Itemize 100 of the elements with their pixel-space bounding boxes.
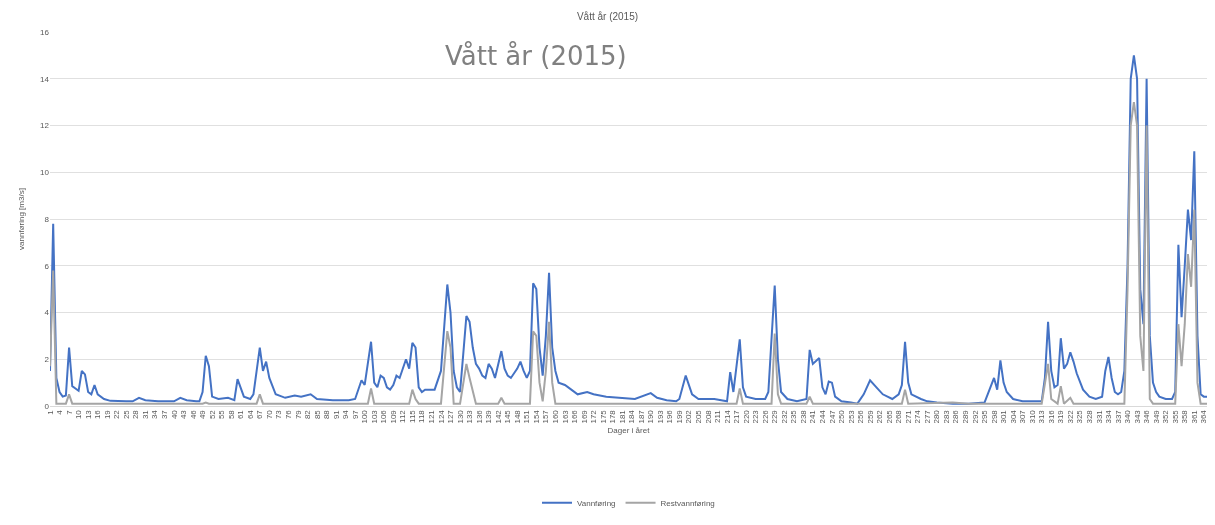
x-tick-label: 97 bbox=[350, 409, 360, 420]
x-tick-label: 187 bbox=[636, 409, 646, 424]
x-tick-label: 337 bbox=[1113, 409, 1123, 424]
x-tick-label: 118 bbox=[417, 409, 427, 423]
x-tick-label: 280 bbox=[932, 409, 942, 424]
x-tick-label: 61 bbox=[236, 409, 246, 420]
x-tick-label: 265 bbox=[884, 409, 894, 424]
x-tick-label: 217 bbox=[732, 409, 742, 424]
x-tick-label: 301 bbox=[999, 409, 1009, 424]
x-tick-label: 46 bbox=[188, 409, 198, 420]
y-tick-label: 0 bbox=[44, 401, 50, 411]
x-tick-label: 310 bbox=[1027, 409, 1037, 424]
x-tick-label: 100 bbox=[360, 409, 370, 424]
x-tick-label: 139 bbox=[484, 409, 494, 424]
legend-label: Restvannføring bbox=[660, 498, 715, 508]
x-tick-label: 25 bbox=[121, 409, 131, 420]
x-tick-label: 307 bbox=[1018, 409, 1028, 424]
x-tick-label: 88 bbox=[322, 409, 332, 420]
x-tick-label: 178 bbox=[608, 409, 618, 424]
x-tick-label: 316 bbox=[1046, 409, 1056, 424]
x-tick-label: 76 bbox=[283, 409, 293, 420]
y-tick-label: 12 bbox=[40, 121, 50, 131]
x-tick-label: 58 bbox=[226, 409, 236, 420]
x-tick-label: 52 bbox=[207, 409, 217, 420]
x-tick-label: 256 bbox=[856, 409, 866, 424]
x-tick-label: 244 bbox=[817, 409, 827, 424]
x-tick-label: 7 bbox=[64, 409, 74, 415]
x-tick-label: 37 bbox=[160, 409, 170, 420]
x-tick-label: 145 bbox=[503, 409, 513, 424]
x-tick-label: 238 bbox=[798, 409, 808, 424]
x-tick-label: 292 bbox=[970, 409, 980, 424]
x-tick-label: 220 bbox=[741, 409, 751, 424]
x-tick-label: 331 bbox=[1094, 409, 1104, 424]
x-tick-label: 340 bbox=[1123, 409, 1133, 424]
y-tick-label: 14 bbox=[40, 74, 50, 84]
x-tick-label: 250 bbox=[837, 409, 847, 424]
x-tick-label: 43 bbox=[179, 409, 189, 420]
x-tick-label: 175 bbox=[598, 409, 608, 424]
x-tick-label: 49 bbox=[198, 409, 208, 420]
x-tick-label: 319 bbox=[1056, 409, 1066, 424]
x-tick-label: 67 bbox=[255, 409, 265, 420]
legend-label: Vannføring bbox=[577, 498, 616, 508]
y-tick-label: 10 bbox=[40, 168, 50, 178]
chart-title: Vått år (2015) bbox=[576, 11, 639, 23]
x-tick-label: 31 bbox=[140, 409, 150, 420]
x-tick-label: 241 bbox=[808, 409, 818, 424]
x-tick-label: 328 bbox=[1084, 409, 1094, 424]
x-tick-label: 334 bbox=[1104, 409, 1114, 424]
x-tick-label: 148 bbox=[512, 409, 522, 424]
x-tick-label: 226 bbox=[760, 409, 770, 424]
x-tick-label: 82 bbox=[303, 409, 313, 420]
x-tick-label: 40 bbox=[169, 409, 179, 420]
x-tick-label: 205 bbox=[694, 409, 704, 424]
x-tick-label: 286 bbox=[951, 409, 961, 424]
x-tick-label: 274 bbox=[913, 409, 923, 424]
x-tick-label: 304 bbox=[1008, 409, 1018, 424]
x-tick-label: 163 bbox=[560, 409, 570, 424]
x-tick-label: 121 bbox=[427, 409, 437, 424]
x-tick-label: 112 bbox=[398, 409, 408, 423]
x-tick-label: 109 bbox=[388, 409, 398, 424]
x-tick-label: 235 bbox=[789, 409, 799, 424]
annotation: Vått år (2015) bbox=[445, 41, 627, 71]
x-tick-label: 133 bbox=[465, 409, 475, 424]
x-tick-label: 271 bbox=[903, 409, 913, 424]
x-tick-label: 13 bbox=[83, 409, 93, 420]
x-tick-label: 232 bbox=[779, 409, 789, 424]
x-tick-label: 352 bbox=[1161, 409, 1171, 424]
x-tick-label: 115 bbox=[407, 409, 417, 423]
x-tick-label: 130 bbox=[455, 409, 465, 424]
x-tick-label: 283 bbox=[941, 409, 951, 424]
x-tick-label: 247 bbox=[827, 409, 837, 424]
x-tick-label: 136 bbox=[474, 409, 484, 424]
x-tick-label: 346 bbox=[1142, 409, 1152, 424]
x-tick-label: 364 bbox=[1199, 409, 1209, 424]
x-tick-label: 127 bbox=[446, 409, 456, 424]
x-axis-title: Dager i året bbox=[607, 425, 651, 435]
x-tick-label: 208 bbox=[703, 409, 713, 424]
x-tick-label: 22 bbox=[112, 409, 122, 420]
x-tick-label: 64 bbox=[245, 409, 255, 420]
x-tick-label: 4 bbox=[55, 409, 65, 415]
x-tick-label: 16 bbox=[93, 409, 103, 420]
x-tick-label: 103 bbox=[369, 409, 379, 424]
x-tick-label: 253 bbox=[846, 409, 856, 424]
x-tick-label: 214 bbox=[722, 409, 732, 424]
x-tick-label: 94 bbox=[341, 409, 351, 420]
x-tick-label: 160 bbox=[550, 409, 560, 424]
x-tick-label: 1 bbox=[45, 409, 55, 415]
x-tick-label: 349 bbox=[1151, 409, 1161, 424]
x-tick-label: 199 bbox=[674, 409, 684, 424]
x-tick-label: 169 bbox=[579, 409, 589, 424]
x-tick-label: 157 bbox=[541, 409, 551, 424]
x-tick-label: 91 bbox=[331, 409, 341, 420]
x-tick-label: 151 bbox=[522, 409, 532, 424]
x-tick-label: 211 bbox=[713, 409, 723, 423]
x-tick-label: 142 bbox=[493, 409, 503, 424]
x-tick-label: 325 bbox=[1075, 409, 1085, 424]
x-tick-label: 19 bbox=[102, 409, 112, 420]
x-tick-label: 322 bbox=[1065, 409, 1075, 424]
x-tick-label: 106 bbox=[379, 409, 389, 424]
x-tick-label: 196 bbox=[665, 409, 675, 424]
